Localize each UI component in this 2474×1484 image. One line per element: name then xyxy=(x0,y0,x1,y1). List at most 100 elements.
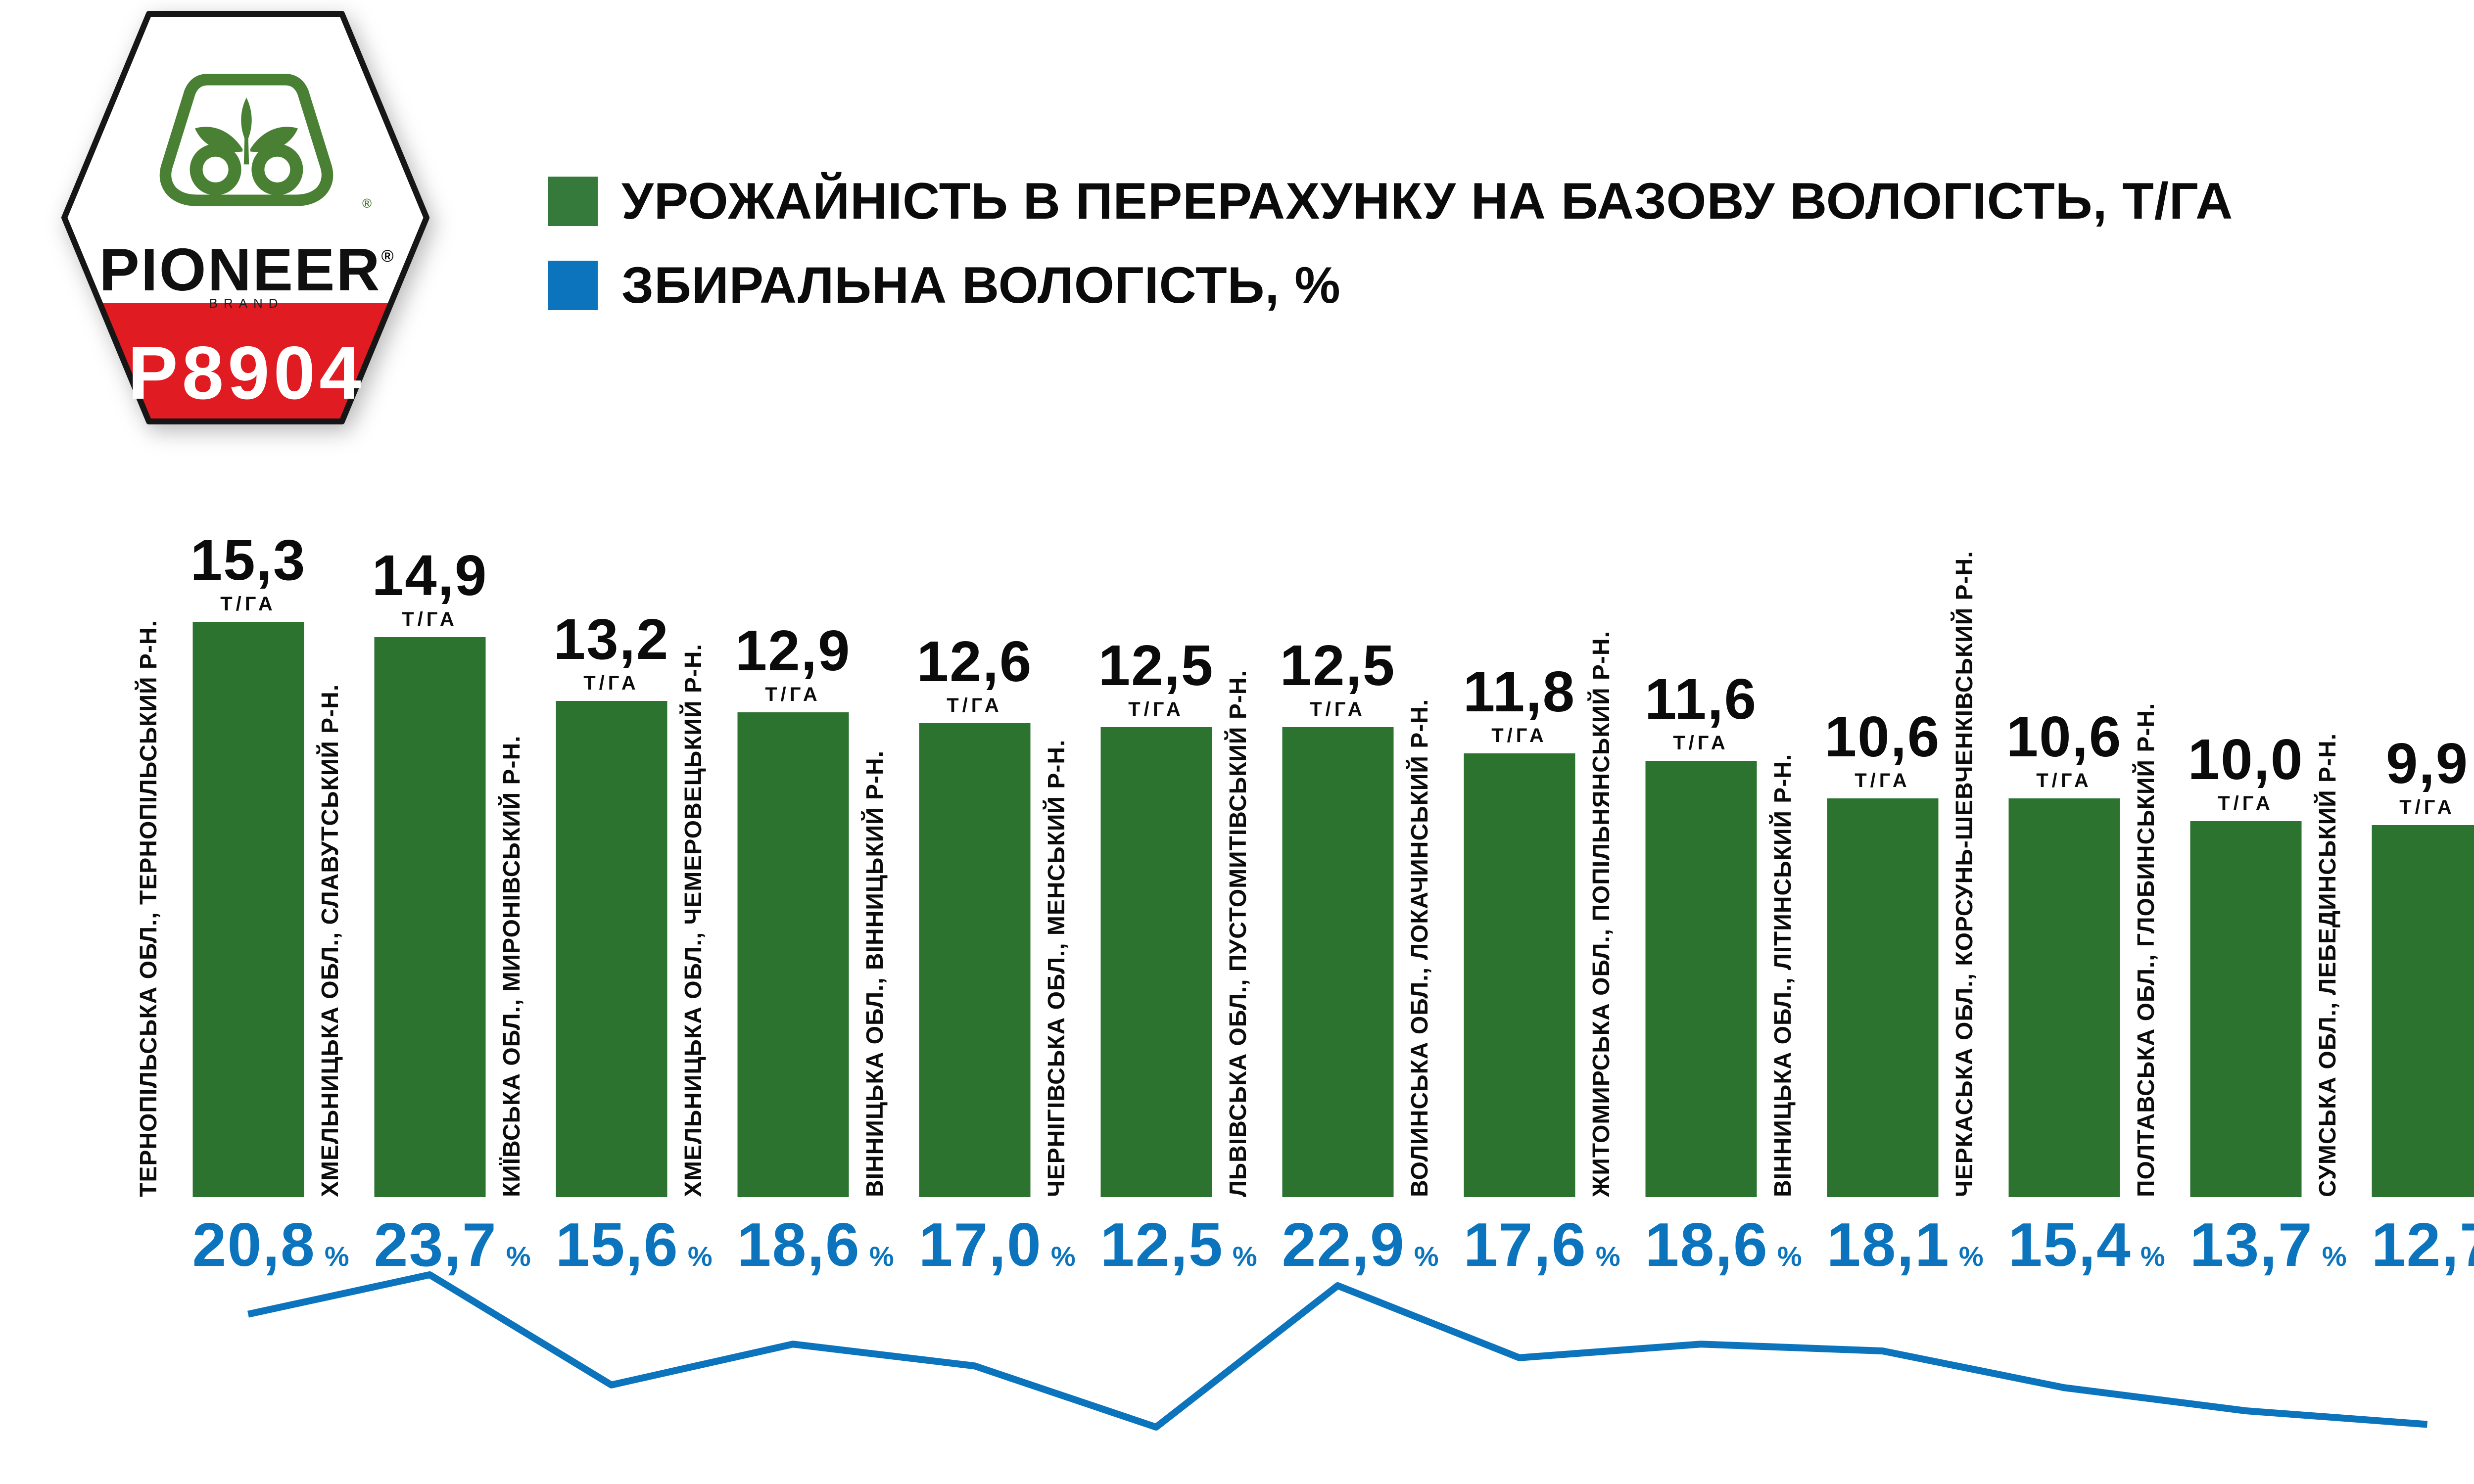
chart-column: 11,6 Т/ГА ЖИТОМИРСЬКА ОБЛ., ПОПІЛЬНЯНСЬКИЙ… xyxy=(1588,470,1802,1279)
yield-unit: Т/ГА xyxy=(2399,796,2455,818)
yield-unit: Т/ГА xyxy=(2218,792,2274,814)
moisture-value-label: 12,7% xyxy=(2372,1210,2474,1280)
moisture-line xyxy=(247,1271,2428,1431)
yield-value-label: 10,6 Т/ГА xyxy=(1973,707,2155,791)
chart-column: 12,9 Т/ГА ХМЕЛЬНИЦЬКА ОБЛ., ЧЕМЕРОВЕЦЬКИЙ … xyxy=(680,470,894,1279)
yield-bar xyxy=(1100,727,1212,1197)
moisture-swatch-icon xyxy=(548,261,598,310)
percent-sign: % xyxy=(1777,1241,1802,1272)
yield-unit: Т/ГА xyxy=(947,695,1002,716)
percent-sign: % xyxy=(506,1241,531,1272)
yield-unit: Т/ГА xyxy=(1673,732,1729,754)
moisture-number: 15,6 xyxy=(555,1211,679,1279)
yield-bar xyxy=(1645,761,1757,1197)
yield-unit: Т/ГА xyxy=(220,593,276,615)
chart-column: 9,9 Т/ГА СУМСЬКА ОБЛ., ЛЕБЕДИНСЬКИЙ Р-Н. 12… xyxy=(2315,470,2474,1279)
moisture-number: 12,5 xyxy=(1100,1211,1224,1279)
percent-sign: % xyxy=(1050,1241,1076,1272)
yield-value-label: 12,5 Т/ГА xyxy=(1247,636,1428,720)
registered-mark: ® xyxy=(381,247,394,266)
yield-value-label: 12,9 Т/ГА xyxy=(702,621,884,705)
yield-value-label: 12,6 Т/ГА xyxy=(884,632,1065,716)
pioneer-trefoil-icon xyxy=(159,74,333,206)
yield-number: 13,2 xyxy=(553,607,669,671)
bar-chart: 15,3 Т/ГА ТЕРНОПІЛЬСЬКА ОБЛ., ТЕРНОПІЛЬСЬК… xyxy=(136,470,2474,1279)
legend-item-moisture: ЗБИРАЛЬНА ВОЛОГІСТЬ, % xyxy=(548,257,2233,314)
moisture-value-label: 15,6% xyxy=(556,1210,713,1280)
yield-bar xyxy=(1282,727,1393,1197)
percent-sign: % xyxy=(1595,1241,1620,1272)
moisture-number: 20,8 xyxy=(192,1211,316,1279)
chart-column: 14,9 Т/ГА ХМЕЛЬНИЦЬКА ОБЛ., СЛАВУТСЬКИЙ Р-… xyxy=(317,470,531,1279)
yield-number: 9,9 xyxy=(2385,731,2469,795)
yield-bar xyxy=(737,712,849,1197)
yield-bar xyxy=(1827,798,1938,1197)
chart-column: 11,8 Т/ГА ВОЛИНСЬКА ОБЛ., ЛОКАЧИНСЬКИЙ Р-Н… xyxy=(1407,470,1620,1279)
moisture-number: 18,6 xyxy=(737,1211,860,1279)
yield-bar xyxy=(556,701,667,1197)
registered-mark: ® xyxy=(362,196,372,211)
yield-bar xyxy=(2372,825,2474,1197)
yield-bar xyxy=(2008,798,2120,1197)
moisture-value-label: 15,4% xyxy=(2008,1210,2165,1280)
yield-number: 11,8 xyxy=(1463,659,1576,724)
yield-unit: Т/ГА xyxy=(765,684,821,705)
moisture-value-label: 12,5% xyxy=(1100,1210,1257,1280)
moisture-number: 18,1 xyxy=(1826,1211,1950,1279)
legend-label: УРОЖАЙНІСТЬ В ПЕРЕРАХУНКУ НА БАЗОВУ ВОЛО… xyxy=(621,172,2234,230)
brand-wordmark: PIONEER® xyxy=(99,236,394,303)
yield-number: 11,6 xyxy=(1644,667,1758,731)
percent-sign: % xyxy=(869,1241,894,1272)
yield-bar xyxy=(1464,753,1575,1197)
yield-bar xyxy=(374,637,485,1197)
badge-shape xyxy=(61,11,429,424)
chart-column: 10,0 Т/ГА ПОЛТАВСЬКА ОБЛ., ГЛОБИНСЬКИЙ Р-Н… xyxy=(2133,470,2347,1279)
yield-bar xyxy=(192,622,304,1197)
moisture-number: 22,9 xyxy=(1282,1211,1405,1279)
chart-column: 10,6 Т/ГА ВІННИЦЬКА ОБЛ., ЛІТИНСЬКИЙ Р-Н. 1… xyxy=(1770,470,1984,1279)
brand-sub-label: BRAND xyxy=(209,296,284,311)
moisture-value-label: 18,6% xyxy=(737,1210,894,1280)
yield-bar xyxy=(2190,821,2301,1197)
yield-value-label: 12,5 Т/ГА xyxy=(1065,636,1247,720)
moisture-value-label: 20,8% xyxy=(192,1210,349,1280)
chart-column: 12,5 Т/ГА ЛЬВІВСЬКА ОБЛ., ПУСТОМИТІВСЬКИЙ … xyxy=(1225,470,1439,1279)
moisture-number: 15,4 xyxy=(2008,1211,2132,1279)
moisture-number: 18,6 xyxy=(1645,1211,1768,1279)
chart-column: 12,6 Т/ГА ВІННИЦЬКА ОБЛ., ВІННИЦЬКИЙ Р-Н. 1… xyxy=(862,470,1076,1279)
yield-number: 10,6 xyxy=(1824,704,1941,769)
percent-sign: % xyxy=(2322,1241,2347,1272)
moisture-value-label: 17,0% xyxy=(919,1210,1076,1280)
chart-column: 12,5 Т/ГА ЧЕРНІГІВСЬКА ОБЛ., МЕНСЬКИЙ Р-Н.… xyxy=(1044,470,1257,1279)
percent-sign: % xyxy=(324,1241,349,1272)
yield-number: 12,5 xyxy=(1280,633,1396,697)
yield-unit: Т/ГА xyxy=(2036,770,2092,791)
yield-number: 10,0 xyxy=(2188,727,2304,791)
percent-sign: % xyxy=(1414,1241,1439,1272)
percent-sign: % xyxy=(1232,1241,1257,1272)
yield-swatch-icon xyxy=(548,177,598,226)
yield-unit: Т/ГА xyxy=(1310,698,1366,720)
pioneer-badge: ® PIONEER® BRAND P8904 xyxy=(61,11,429,424)
yield-value-label: 11,6 Т/ГА xyxy=(1610,670,1792,754)
moisture-value-label: 13,7% xyxy=(2190,1210,2347,1280)
percent-sign: % xyxy=(2140,1241,2165,1272)
yield-unit: Т/ГА xyxy=(1491,725,1547,746)
yield-unit: Т/ГА xyxy=(402,608,458,630)
moisture-number: 17,6 xyxy=(1463,1211,1587,1279)
chart-legend: УРОЖАЙНІСТЬ В ПЕРЕРАХУНКУ НА БАЗОВУ ВОЛО… xyxy=(548,173,2233,345)
chart-column: 15,3 Т/ГА ТЕРНОПІЛЬСЬКА ОБЛ., ТЕРНОПІЛЬСЬК… xyxy=(136,470,349,1279)
product-code: P8904 xyxy=(128,331,365,415)
yield-number: 15,3 xyxy=(190,528,306,592)
yield-unit: Т/ГА xyxy=(1128,698,1184,720)
moisture-value-label: 17,6% xyxy=(1464,1210,1620,1280)
yield-number: 10,6 xyxy=(2006,704,2122,769)
percent-sign: % xyxy=(1958,1241,1984,1272)
yield-bar xyxy=(919,723,1030,1197)
legend-item-yield: УРОЖАЙНІСТЬ В ПЕРЕРАХУНКУ НА БАЗОВУ ВОЛО… xyxy=(548,173,2233,230)
moisture-value-label: 23,7% xyxy=(374,1210,531,1280)
yield-value-label: 15,3 Т/ГА xyxy=(157,531,339,615)
chart-column: 10,6 Т/ГА ЧЕРКАСЬКА ОБЛ., КОРСУНЬ-ШЕВЧЕНКІ… xyxy=(1951,470,2165,1279)
chart-column: 13,2 Т/ГА КИЇВСЬКА ОБЛ., МИРОНІВСЬКИЙ Р-Н.… xyxy=(499,470,713,1279)
